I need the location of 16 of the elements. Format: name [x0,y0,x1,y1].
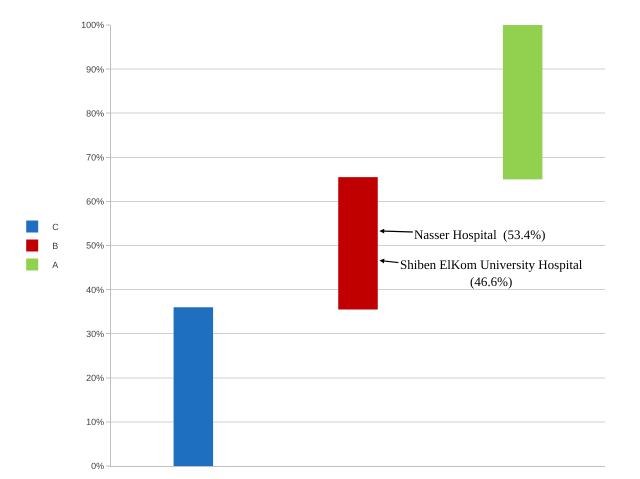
y-tick-label: 40% [86,284,104,295]
legend-label: A [52,260,58,270]
y-tick-label: 20% [86,372,104,383]
legend-label: B [52,241,58,252]
y-tick-label: 0% [91,461,104,472]
annotation: Nasser Hospital (53.4%) [414,227,546,242]
y-tick-label: 100% [81,20,104,30]
y-tick-label: 10% [86,417,104,428]
legend-label: C [52,222,60,232]
y-tick-label: 30% [86,328,104,339]
y-tick-label: 90% [86,64,104,74]
y-tick-label: 60% [86,196,104,207]
y-tick-label: 50% [86,240,104,251]
y-tick-label: 80% [86,108,104,118]
annotation: Shiben ElKom University Hospital (46.6%) [400,257,583,289]
y-tick-label: 70% [86,152,104,162]
